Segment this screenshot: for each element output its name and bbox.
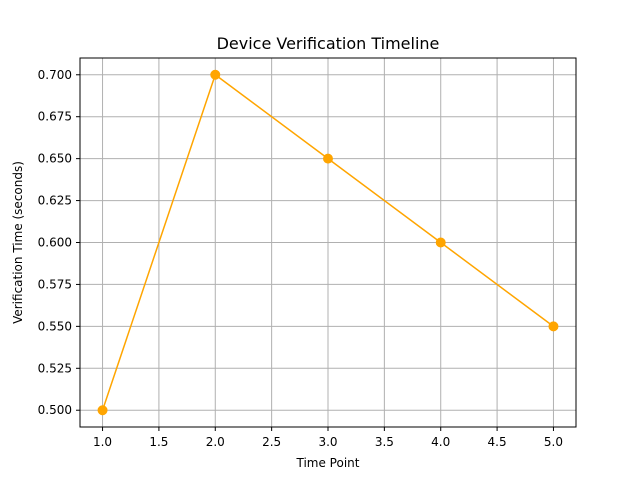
x-tick-label: 1.0 — [93, 435, 112, 449]
y-axis-label: Verification Time (seconds) — [11, 161, 25, 324]
series-layer — [97, 69, 559, 416]
x-tick-label: 4.5 — [488, 435, 507, 449]
x-tick-label: 2.5 — [262, 435, 281, 449]
grid — [80, 58, 576, 427]
y-tick-label: 0.600 — [38, 236, 72, 250]
data-point — [210, 69, 221, 80]
y-tick-label: 0.500 — [38, 403, 72, 417]
x-tick-label: 3.0 — [318, 435, 337, 449]
y-tick-label: 0.575 — [38, 277, 72, 291]
x-axis-label: Time Point — [296, 456, 360, 470]
chart-title: Device Verification Timeline — [217, 34, 440, 53]
data-point — [435, 237, 446, 248]
data-point — [548, 321, 559, 332]
x-tick-label: 2.0 — [206, 435, 225, 449]
x-tick-label: 4.0 — [431, 435, 450, 449]
y-tick-label: 0.700 — [38, 68, 72, 82]
x-tick-label: 5.0 — [544, 435, 563, 449]
ticks: 1.0 1.5 2.0 2.5 3.0 3.5 4.0 4.5 5.0 0.500 0.525 0.5… — [38, 68, 563, 449]
y-tick-label: 0.525 — [38, 361, 72, 375]
y-tick-label: 0.550 — [38, 319, 72, 333]
y-tick-label: 0.650 — [38, 152, 72, 166]
data-point — [97, 405, 108, 416]
data-point — [323, 153, 333, 164]
y-tick-label: 0.625 — [38, 194, 72, 208]
x-tick-label: 3.5 — [375, 435, 394, 449]
x-tick-label: 1.5 — [149, 435, 168, 449]
y-tick-label: 0.675 — [38, 110, 72, 124]
